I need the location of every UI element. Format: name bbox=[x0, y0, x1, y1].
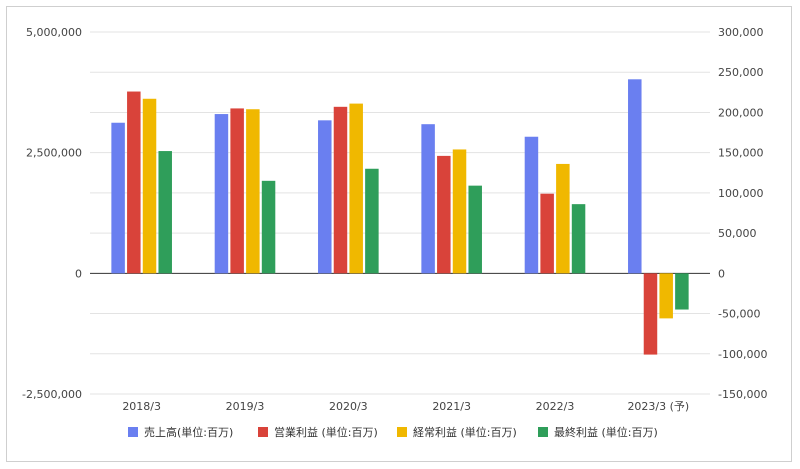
x-tick-label: 2019/3 bbox=[226, 400, 265, 413]
left-axis-ticks: 5,000,000 2,500,000 0 -2,500,000 bbox=[22, 26, 82, 401]
bar-2-5 bbox=[540, 193, 554, 274]
right-tick-label: 300,000 bbox=[718, 26, 764, 39]
bars bbox=[111, 79, 689, 355]
right-tick-label: 150,000 bbox=[718, 147, 764, 160]
bar-3-2 bbox=[246, 109, 260, 274]
legend-swatch bbox=[128, 427, 138, 437]
right-tick-label: 0 bbox=[718, 267, 725, 280]
x-tick-label: 2021/3 bbox=[432, 400, 471, 413]
legend-swatch bbox=[397, 427, 407, 437]
bar-4-3 bbox=[365, 168, 379, 274]
right-tick-label: -150,000 bbox=[718, 388, 767, 401]
legend-label: 最終利益 (単位:百万) bbox=[554, 425, 658, 439]
bar-1-2 bbox=[214, 114, 229, 274]
bar-2-6 bbox=[643, 273, 658, 355]
right-axis-ticks: 300,000 250,000 200,000 150,000 100,000 50,00… bbox=[718, 26, 767, 401]
left-tick-label: -2,500,000 bbox=[22, 388, 82, 401]
left-tick-label: 0 bbox=[75, 267, 82, 280]
bar-1-1 bbox=[111, 122, 125, 274]
right-tick-label: -100,000 bbox=[718, 348, 767, 361]
bar-1-6 bbox=[628, 79, 642, 274]
right-tick-label: 100,000 bbox=[718, 187, 764, 200]
bar-3-3 bbox=[349, 103, 363, 274]
right-tick-label: -50,000 bbox=[718, 308, 760, 321]
right-tick-label: 250,000 bbox=[718, 66, 764, 79]
legend: 売上高(単位:百万) 営業利益 (単位:百万) 経常利益 (単位:百万) 最終利益 (… bbox=[128, 425, 658, 439]
left-tick-label: 5,000,000 bbox=[26, 26, 82, 39]
bar-4-5 bbox=[571, 204, 586, 274]
bar-2-1 bbox=[127, 91, 141, 274]
bar-3-4 bbox=[452, 149, 467, 274]
bar-3-6 bbox=[659, 273, 673, 319]
legend-swatch bbox=[258, 427, 268, 437]
bar-3-5 bbox=[556, 163, 570, 274]
x-tick-label: 2020/3 bbox=[329, 400, 368, 413]
bar-1-5 bbox=[524, 136, 539, 274]
x-tick-label: 2022/3 bbox=[536, 400, 575, 413]
bar-2-2 bbox=[230, 108, 244, 274]
legend-label: 経常利益 (単位:百万) bbox=[413, 425, 517, 439]
bar-4-1 bbox=[158, 151, 172, 274]
right-tick-label: 50,000 bbox=[718, 227, 757, 240]
bar-4-6 bbox=[675, 273, 689, 310]
bar-1-3 bbox=[318, 120, 332, 274]
grid-lines bbox=[90, 31, 710, 395]
bar-2-4 bbox=[437, 155, 451, 274]
x-tick-label: 2023/3 (予) bbox=[627, 400, 689, 413]
legend-label: 売上高(単位:百万) bbox=[144, 425, 233, 439]
legend-swatch bbox=[538, 427, 548, 437]
bar-2-3 bbox=[333, 106, 348, 274]
left-tick-label: 2,500,000 bbox=[26, 147, 82, 160]
right-tick-label: 200,000 bbox=[718, 106, 764, 119]
bar-3-1 bbox=[142, 98, 157, 274]
bar-4-2 bbox=[261, 180, 276, 274]
legend-label: 営業利益 (単位:百万) bbox=[274, 425, 378, 439]
x-tick-label: 2018/3 bbox=[122, 400, 161, 413]
bar-1-4 bbox=[421, 124, 435, 274]
x-axis-ticks: 2018/3 2019/3 2020/3 2021/3 2022/3 2023/3 (予) bbox=[122, 400, 689, 413]
bar-4-4 bbox=[468, 185, 482, 274]
